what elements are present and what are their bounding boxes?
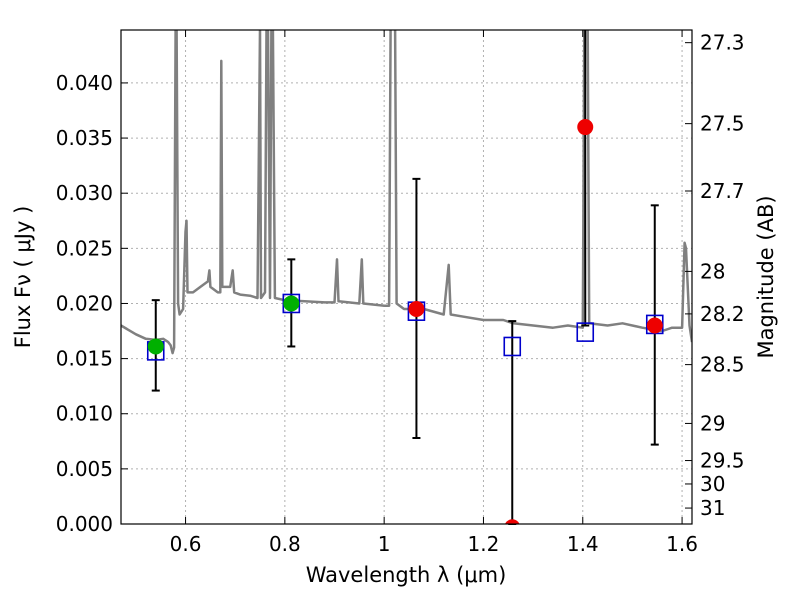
right-tick-label: 27.5 <box>700 112 745 136</box>
detected-point <box>283 295 300 312</box>
plot-frame <box>120 29 693 525</box>
right-tick-label: 30 <box>700 472 725 496</box>
y-tick-label: 0.015 <box>56 347 113 371</box>
x-axis-label: Wavelength λ (μm) <box>306 563 507 587</box>
y-tick-label: 0.000 <box>56 512 113 536</box>
y-tick-label: 0.030 <box>56 181 113 205</box>
x-tick-label: 1.4 <box>567 532 599 556</box>
right-tick-label: 27.7 <box>700 179 745 203</box>
observed-point <box>504 519 520 524</box>
observed-point <box>408 300 425 317</box>
right-tick-label: 29.5 <box>700 449 745 473</box>
observed-point <box>646 317 663 334</box>
tick-layer: 0.6 0.8 1 1.2 1.4 1.6 0.000 0.005 0.010 0.015 0.02… <box>56 30 745 556</box>
right-tick-label: 29 <box>700 411 725 435</box>
y-axis-label: Flux Fν ( μJy ) <box>11 206 35 349</box>
y-tick-label: 0.005 <box>56 457 113 481</box>
y-tick-label: 0.025 <box>56 236 113 260</box>
x-tick-label: 1.6 <box>666 532 698 556</box>
x-tick-label: 0.6 <box>170 532 202 556</box>
detected-point <box>147 338 164 355</box>
plot-background <box>121 30 692 524</box>
y-tick-label: 0.020 <box>56 291 113 315</box>
observed-point <box>577 119 594 136</box>
model-box <box>576 322 595 342</box>
model-box <box>503 336 522 357</box>
x-tick-label: 1.2 <box>468 532 500 556</box>
right-axis-label: Magnitude (AB) <box>754 195 778 358</box>
y-tick-label: 0.010 <box>56 402 113 426</box>
x-tick-label: 1 <box>378 532 391 556</box>
right-tick-label: 28 <box>700 259 725 283</box>
y-tick-label: 0.035 <box>56 126 113 150</box>
x-tick-label: 0.8 <box>269 532 301 556</box>
right-tick-label: 31 <box>700 496 725 520</box>
point-layer <box>147 119 663 524</box>
right-tick-label: 28.2 <box>700 302 745 326</box>
y-tick-label: 0.040 <box>56 71 113 95</box>
right-tick-label: 28.5 <box>700 353 745 377</box>
right-tick-label: 27.3 <box>700 31 745 55</box>
